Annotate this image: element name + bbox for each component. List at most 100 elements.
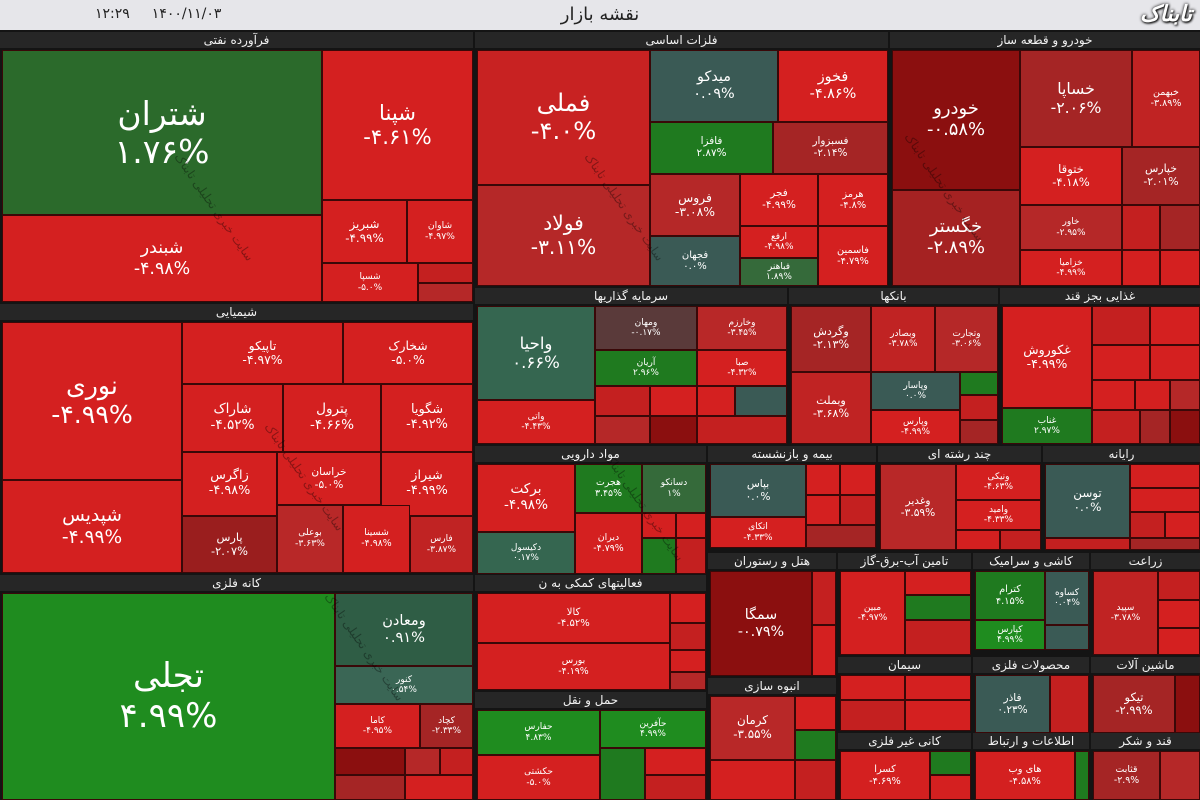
minor-tile	[595, 386, 650, 416]
stock-change: -۴.۶۳%	[983, 482, 1014, 492]
stock-tile: ارفع -۴.۹۸%	[740, 226, 818, 258]
stock-name: کپارس	[997, 624, 1023, 635]
sector-header: کانه فلزی	[0, 575, 473, 591]
stock-tile: خودرو -۰.۵۸%	[892, 50, 1020, 190]
stock-name: وخارزم	[728, 317, 756, 328]
stock-name: سمگا	[744, 607, 778, 624]
stock-tile: تاپیکو -۴.۹۷%	[182, 322, 343, 384]
stock-name: فافزا	[700, 135, 723, 148]
minor-tile	[1122, 250, 1160, 286]
stock-name: فجر	[770, 187, 788, 200]
stock-tile: فملی -۴.۰%	[477, 50, 650, 185]
stock-change: ۱.۸۹%	[766, 272, 792, 282]
stock-tile: ختوقا -۴.۱۸%	[1020, 147, 1122, 205]
minor-tile	[710, 760, 795, 800]
minor-tile	[1158, 600, 1200, 628]
stock-change: ۴.۹۹%	[997, 635, 1023, 645]
stock-tile: تیکو -۲.۹۹%	[1093, 675, 1175, 733]
stock-tile: پترول -۴.۶۶%	[283, 384, 381, 452]
top-bar: ۱۲:۲۹ ۱۴۰۰/۱۱/۰۳ نقشه بازار	[0, 0, 1200, 30]
stock-name: آریان	[636, 357, 656, 368]
stock-tile: وغدیر -۳.۵۹%	[880, 464, 956, 550]
stock-name: کالا	[566, 606, 581, 618]
stock-change: ۳.۴۵%	[595, 487, 622, 499]
stock-change: -۲.۰۶%	[1050, 97, 1102, 117]
stock-change: ۰.۵۴%	[391, 685, 417, 695]
stock-name: اتکای	[748, 522, 768, 533]
stock-name: خراسان	[311, 466, 347, 479]
minor-tile	[956, 530, 1000, 550]
minor-tile	[645, 775, 706, 800]
stock-tile: شاوان -۴.۹۷%	[407, 200, 473, 263]
minor-tile	[795, 730, 836, 760]
stock-tile: فسبزوار -۲.۱۴%	[773, 122, 888, 174]
stock-tile: زاگرس -۴.۹۸%	[182, 452, 277, 516]
stock-tile: دیران -۴.۷۹%	[575, 513, 642, 574]
stock-change: -۲.۹۹%	[1115, 703, 1153, 717]
stock-change: -۴.۵۲%	[210, 417, 255, 433]
minor-tile	[1160, 250, 1200, 286]
stock-tile: شبندر -۴.۹۸%	[2, 215, 322, 302]
stock-name: فجهان	[681, 249, 709, 261]
stock-tile: دکیسول ۰.۱۷%	[477, 532, 575, 574]
stock-name: های وب	[1008, 764, 1042, 776]
stock-change: -۴.۵۲%	[557, 618, 590, 629]
minor-tile	[670, 623, 706, 650]
stock-tile: وبصادر -۳.۷۸%	[871, 306, 935, 372]
stock-name: وبصادر	[890, 328, 916, 339]
minor-tile	[642, 538, 676, 574]
stock-tile: خزامیا -۴.۹۹%	[1020, 250, 1122, 286]
stock-tile: خاور -۲.۹۵%	[1020, 205, 1122, 250]
stock-tile: واحیا ۰.۶۶%	[477, 306, 595, 400]
stock-change: -۴.۸۶%	[809, 86, 857, 102]
minor-tile	[812, 571, 836, 625]
stock-tile: فولاد -۳.۱۱%	[477, 185, 650, 286]
stock-change: -۴.۹۸%	[361, 538, 392, 549]
stock-name: وپاسار	[903, 380, 928, 391]
minor-tile	[795, 760, 836, 800]
stock-tile: هجرت ۳.۴۵%	[575, 464, 642, 513]
stock-name: خپارس	[1145, 162, 1177, 176]
stock-tile: کاما -۴.۹۵%	[335, 704, 420, 748]
minor-tile	[697, 416, 787, 444]
stock-tile: بوعلی -۳.۶۳%	[277, 505, 343, 573]
minor-tile	[670, 672, 706, 690]
page-title: نقشه بازار	[560, 4, 640, 25]
stock-change: ۰.۰%	[1073, 500, 1102, 514]
stock-tile: اتکای -۴.۳۳%	[710, 517, 806, 548]
stock-change: -۴.۹۹%	[762, 199, 796, 211]
stock-change: ۰.۰۴%	[1054, 598, 1080, 608]
minor-tile	[335, 775, 405, 800]
stock-name: تجلی	[132, 656, 204, 697]
stock-tile: برکت -۴.۹۸%	[477, 464, 575, 532]
minor-tile	[1050, 675, 1089, 733]
stock-name: خودرو	[933, 98, 979, 120]
stock-change: -۴.۹۹%	[51, 400, 133, 429]
time: ۱۲:۲۹	[95, 6, 130, 22]
stock-name: واحیا	[519, 334, 553, 354]
sector-header: سرمایه گذاریها	[475, 288, 787, 304]
stock-name: فاذر	[1003, 691, 1022, 704]
stock-change: ۰.۰۹%	[693, 86, 735, 102]
stock-tile: شخارک -۵.۰%	[343, 322, 473, 384]
stock-change: -۵.۰%	[526, 777, 551, 788]
stock-change: ۲.۹۶%	[633, 368, 659, 378]
stock-change: -۲.۳۳%	[431, 726, 462, 736]
minor-tile	[670, 650, 706, 672]
stock-name: کسرا	[874, 764, 896, 776]
stock-change: -۴.۹۹%	[345, 230, 384, 245]
minor-tile	[650, 386, 697, 416]
sector-header: فلزات اساسی	[475, 32, 888, 48]
minor-tile	[440, 748, 473, 775]
stock-tile: خپارس -۲.۰۱%	[1122, 147, 1200, 205]
stock-change: -۲.۹%	[1113, 774, 1140, 786]
stock-tile: وپاسار ۰.۰%	[871, 372, 960, 410]
stock-change: -۴.۷۹%	[593, 542, 624, 554]
stock-change: -۴.۹۹%	[1056, 268, 1086, 278]
stock-change: ۲.۹۷%	[1034, 426, 1060, 436]
minor-tile	[697, 386, 735, 416]
stock-name: شیراز	[411, 468, 443, 484]
stock-change: ۲.۸۷%	[696, 147, 727, 159]
stock-change: -۴.۳۲%	[727, 368, 757, 378]
minor-tile	[418, 283, 473, 302]
